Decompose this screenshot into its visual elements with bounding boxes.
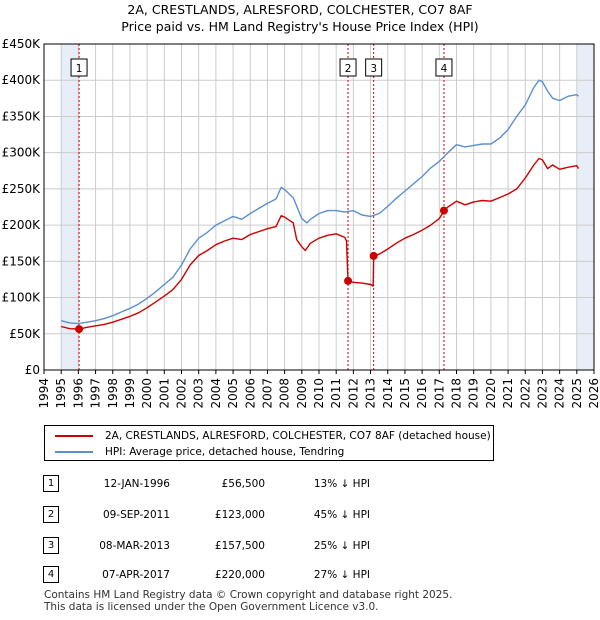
transaction-number: 2 <box>43 506 59 523</box>
transaction-number: 4 <box>43 566 59 583</box>
chart-subtitle: Price paid vs. HM Land Registry's House … <box>121 19 478 34</box>
axes: £0 £50K £100K £150K £200K £250K £300K £350K £400… <box>2 37 600 409</box>
shaded-regions <box>61 44 594 370</box>
event-label-box <box>70 58 88 77</box>
transaction-price: £123,000 <box>214 509 265 521</box>
event-label: 3 <box>370 63 377 75</box>
property-series-line <box>61 157 580 330</box>
sale-point <box>75 325 84 334</box>
plot-frame <box>43 43 595 371</box>
event-label-box <box>365 58 383 77</box>
x-tick-label: 2021 <box>501 378 515 409</box>
x-tick-label: 2001 <box>157 378 171 409</box>
footer-note: Contains HM Land Registry data © Crown c… <box>44 589 452 613</box>
chart-title: 2A, CRESTLANDS, ALRESFORD, COLCHESTER, C… <box>127 2 472 17</box>
x-tick-label: 2009 <box>295 378 309 409</box>
price-chart: 2A, CRESTLANDS, ALRESFORD, COLCHESTER, C… <box>2 2 600 409</box>
grid <box>43 43 595 371</box>
x-tick-label: 2003 <box>192 378 206 409</box>
transaction-date: 07-APR-2017 <box>102 569 170 581</box>
shaded-range <box>576 44 594 370</box>
event-label: 1 <box>76 63 83 75</box>
transaction-date: 09-SEP-2011 <box>102 509 170 521</box>
transaction-hpi-diff: 27% ↓ HPI <box>313 569 370 581</box>
x-tick-label: 2020 <box>484 378 498 409</box>
x-tick-label: 2018 <box>450 378 464 409</box>
event-label-box <box>435 58 453 77</box>
y-tick-label: £400K <box>2 73 42 87</box>
x-tick-label: 1995 <box>54 378 68 409</box>
x-tick-label: 2025 <box>570 378 584 409</box>
y-tick-label: £200K <box>2 218 42 232</box>
y-tick-label: £0 <box>25 363 40 377</box>
legend: 2A, CRESTLANDS, ALRESFORD, COLCHESTER, C… <box>44 425 494 461</box>
x-tick-label: 2023 <box>535 378 549 409</box>
y-tick-label: £450K <box>2 37 42 51</box>
event-markers: 1 2 3 4 <box>70 44 453 370</box>
shaded-range <box>61 44 80 370</box>
x-tick-label: 1996 <box>71 378 85 409</box>
legend-label-property: 2A, CRESTLANDS, ALRESFORD, COLCHESTER, C… <box>105 430 491 442</box>
x-tick-label: 2008 <box>278 378 292 409</box>
sale-point <box>439 206 448 215</box>
legend-label-hpi: HPI: Average price, detached house, Tend… <box>105 446 345 458</box>
x-tick-label: 2016 <box>415 378 429 409</box>
transaction-number: 3 <box>43 537 59 554</box>
transaction-date: 08-MAR-2013 <box>99 540 170 552</box>
table-row: 1 12-JAN-1996 £56,500 13% ↓ HPI <box>0 475 600 493</box>
transaction-hpi-diff: 25% ↓ HPI <box>313 540 370 552</box>
transaction-date: 12-JAN-1996 <box>103 478 170 490</box>
transaction-number: 1 <box>43 475 59 492</box>
legend-swatch-hpi <box>55 451 93 453</box>
x-tick-label: 2026 <box>587 378 600 409</box>
x-tick-label: 2017 <box>432 378 446 409</box>
transaction-price: £220,000 <box>214 569 265 581</box>
x-tick-label: 2006 <box>243 378 257 409</box>
table-row: 2 09-SEP-2011 £123,000 45% ↓ HPI <box>0 506 600 524</box>
y-tick-label: £50K <box>9 327 41 341</box>
y-tick-label: £300K <box>2 146 42 160</box>
y-tick-label: £100K <box>2 291 42 305</box>
series-lines <box>61 79 580 330</box>
sale-points <box>75 206 448 334</box>
x-tick-label: 2011 <box>329 378 343 409</box>
x-tick-label: 2007 <box>260 378 274 409</box>
transaction-hpi-diff: 13% ↓ HPI <box>313 478 370 490</box>
x-tick-label: 2004 <box>209 378 223 409</box>
x-tick-label: 2002 <box>175 378 189 409</box>
x-tick-label: 2024 <box>553 378 567 409</box>
x-tick-label: 2010 <box>312 378 326 409</box>
y-tick-label: £350K <box>2 109 42 123</box>
x-tick-label: 2012 <box>346 378 360 409</box>
y-tick-label: £250K <box>2 182 42 196</box>
x-tick-label: 2014 <box>381 378 395 409</box>
y-tick-label: £150K <box>2 254 42 268</box>
event-label: 4 <box>441 63 448 75</box>
transaction-price: £56,500 <box>221 478 265 490</box>
x-tick-label: 2005 <box>226 378 240 409</box>
sale-point <box>369 251 378 260</box>
legend-swatch-property <box>55 435 93 437</box>
event-label-box <box>339 58 357 77</box>
transaction-hpi-diff: 45% ↓ HPI <box>313 509 370 521</box>
x-tick-label: 1999 <box>123 378 137 409</box>
x-tick-label: 2013 <box>364 378 378 409</box>
hpi-series-line <box>61 79 579 325</box>
x-tick-label: 2015 <box>398 378 412 409</box>
legend-item-hpi: HPI: Average price, detached house, Tend… <box>55 444 344 460</box>
event-label: 2 <box>345 63 352 75</box>
legend-item-property: 2A, CRESTLANDS, ALRESFORD, COLCHESTER, C… <box>55 428 491 444</box>
x-tick-label: 1997 <box>89 378 103 409</box>
table-row: 4 07-APR-2017 £220,000 27% ↓ HPI <box>0 566 600 584</box>
x-tick-label: 1994 <box>37 378 51 409</box>
sale-point <box>344 276 353 285</box>
x-tick-label: 2022 <box>518 378 532 409</box>
table-row: 3 08-MAR-2013 £157,500 25% ↓ HPI <box>0 537 600 555</box>
x-tick-label: 2000 <box>140 378 154 409</box>
footer-license: This data is licensed under the Open Gov… <box>44 601 379 613</box>
x-tick-label: 1998 <box>106 378 120 409</box>
transaction-price: £157,500 <box>214 540 265 552</box>
footer-copyright: Contains HM Land Registry data © Crown c… <box>44 589 453 601</box>
x-tick-label: 2019 <box>467 378 481 409</box>
